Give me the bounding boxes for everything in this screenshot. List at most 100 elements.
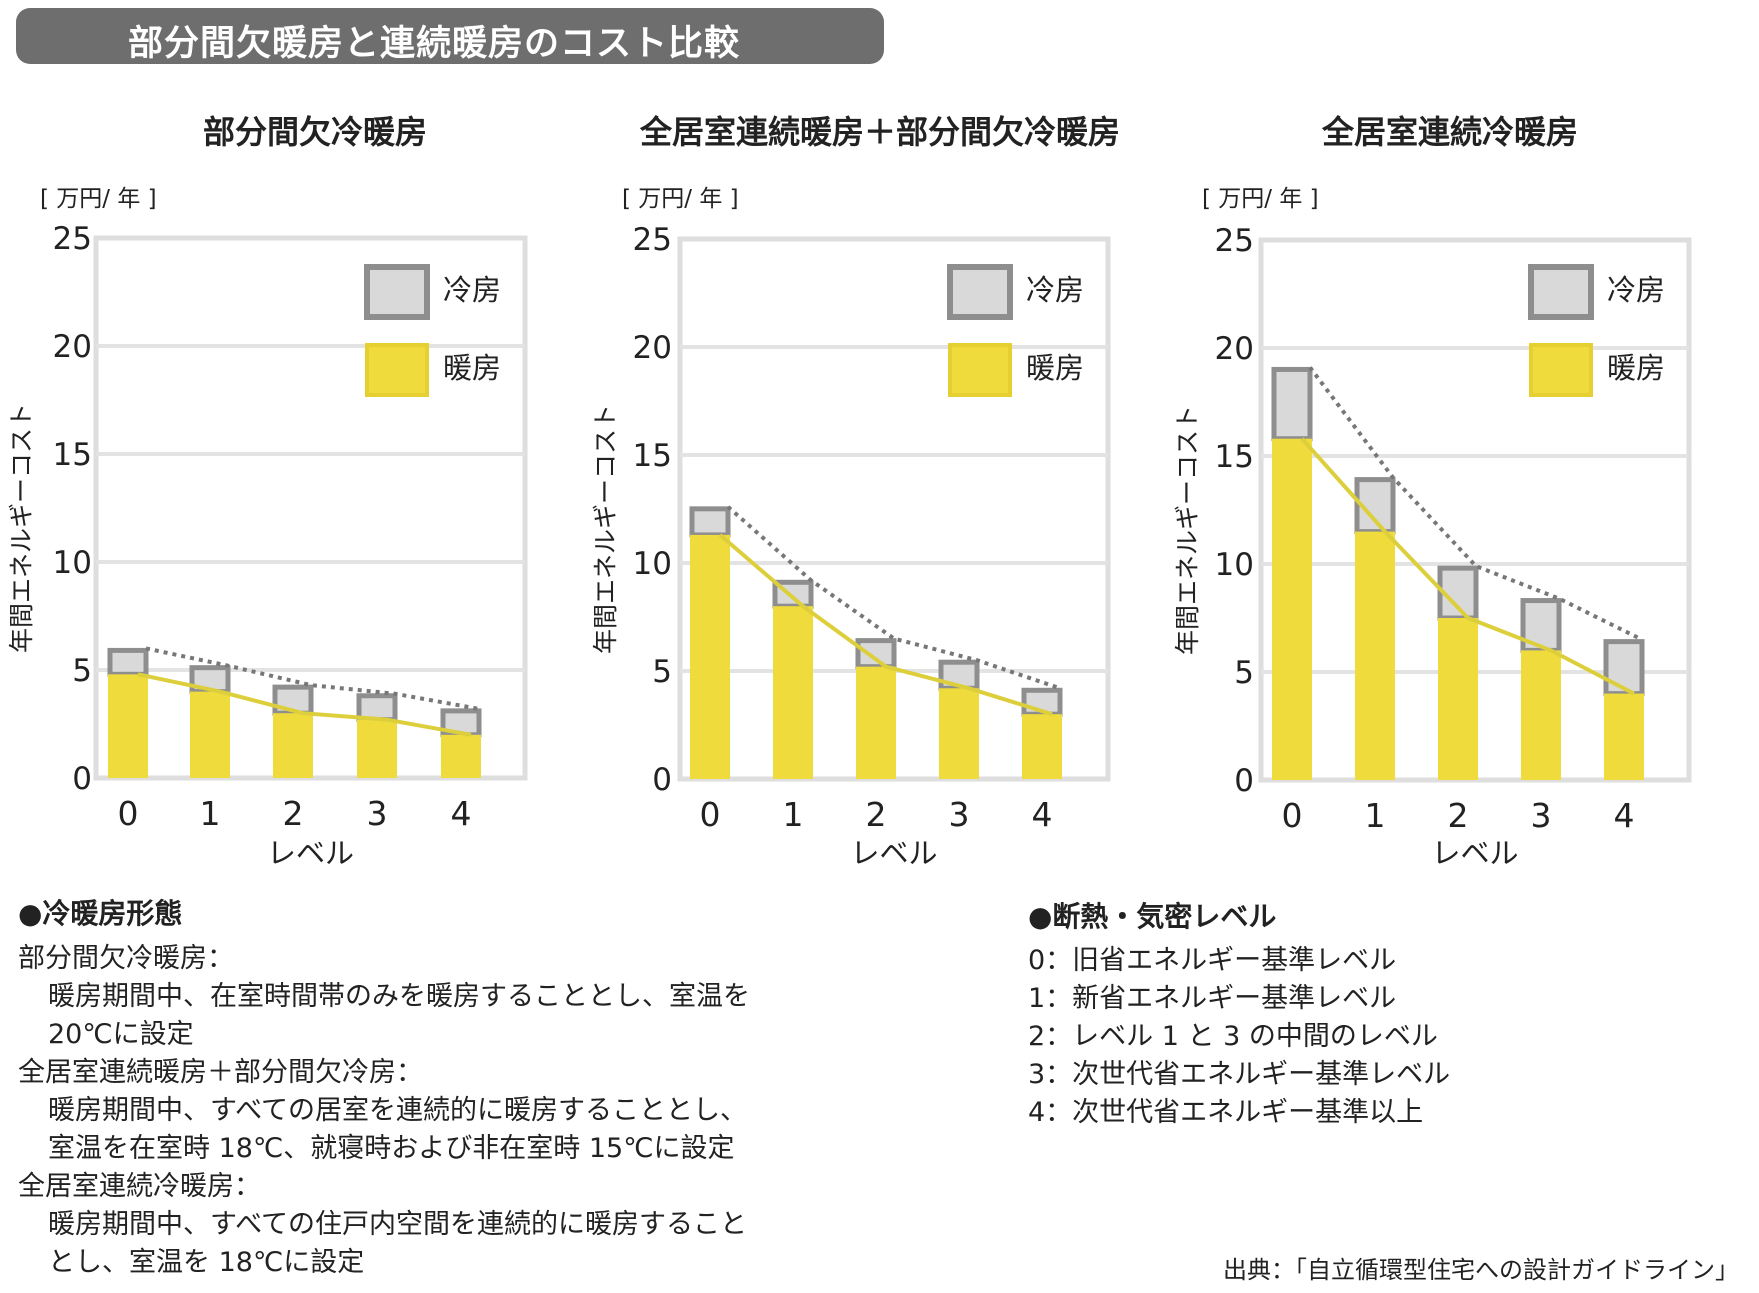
bar-heating xyxy=(190,691,230,778)
x-tick-label: 4 xyxy=(1614,796,1635,835)
x-axis-label: レベル xyxy=(850,836,937,870)
bar-heating xyxy=(690,534,730,779)
x-tick-label: 4 xyxy=(451,794,472,833)
note-line: 全居室連続冷暖房： xyxy=(18,1171,261,1202)
level-line: 2：レベル 1 と 3 の中間のレベル xyxy=(1028,1021,1438,1052)
bar-heating xyxy=(357,719,397,778)
note-line: 全居室連続暖房＋部分間欠冷房： xyxy=(18,1057,423,1088)
x-tick-label: 0 xyxy=(1282,796,1303,835)
y-axis-label: 年間エネルギーコスト xyxy=(591,404,620,654)
bar-heating xyxy=(273,713,313,778)
y-tick-label: 0 xyxy=(72,761,92,797)
legend-heating-label: 暖房 xyxy=(1607,351,1665,385)
y-tick-label: 5 xyxy=(652,654,672,690)
total-trend-line xyxy=(145,646,480,711)
heating-trend-line xyxy=(1300,437,1635,696)
heating-trend-line xyxy=(718,533,1053,717)
y-tick-label: 5 xyxy=(1234,655,1254,691)
y-tick-label: 20 xyxy=(53,329,92,365)
y-tick-label: 5 xyxy=(72,653,92,689)
legend-heating-swatch xyxy=(365,343,429,397)
x-tick-label: 2 xyxy=(283,794,304,833)
bar-heating xyxy=(1604,693,1644,780)
bar-heating xyxy=(939,688,979,779)
y-tick-label: 20 xyxy=(633,330,672,366)
bar-heating xyxy=(1022,714,1062,779)
legend-heating-label: 暖房 xyxy=(1026,351,1084,385)
bar-heating xyxy=(1355,531,1395,780)
y-tick-label: 10 xyxy=(633,546,672,582)
legend-cooling-swatch xyxy=(364,264,430,320)
bar-cooling xyxy=(855,638,897,670)
y-tick-label: 0 xyxy=(652,762,672,798)
y-tick-label: 15 xyxy=(53,437,92,473)
x-tick-label: 4 xyxy=(1032,795,1053,834)
x-tick-label: 2 xyxy=(866,795,887,834)
bar-heating xyxy=(108,674,148,778)
bar-heating xyxy=(1438,618,1478,780)
notes-left: 部分間欠冷暖房： 暖房期間中、在室時間帯のみを暖房することとし、室温を 20℃に… xyxy=(18,940,750,1282)
chart-panel-0: 部分間欠冷暖房 [ 万円/ 年 ] 0 5 10 15 20 25 年間エネルギーコスト 0 1 2 3… xyxy=(7,113,528,870)
chart-title: 全居室連続冷暖房 xyxy=(1321,113,1578,151)
x-tick-label: 1 xyxy=(200,794,221,833)
chart-unit-label: [ 万円/ 年 ] xyxy=(40,186,157,212)
heating-trend-line xyxy=(137,672,472,737)
notes-left-heading: ●冷暖房形態 xyxy=(18,897,183,930)
bar-cooling xyxy=(1603,639,1645,697)
header-banner: 部分間欠暖房と連続暖房のコスト比較 xyxy=(16,8,884,64)
y-axis-label: 年間エネルギーコスト xyxy=(1173,405,1202,655)
notes-right-heading: ●断熱・気密レベル xyxy=(1028,900,1277,933)
note-line: 室温を在室時 18℃、就寝時および非在室時 15℃に設定 xyxy=(48,1133,735,1164)
source-credit: 出典：「自立循環型住宅への設計ガイドライン」 xyxy=(1223,1256,1739,1284)
bar-cooling xyxy=(107,647,149,677)
chart-title: 全居室連続暖房＋部分間欠冷暖房 xyxy=(639,113,1120,151)
x-axis-label: レベル xyxy=(267,836,354,870)
page-title: 部分間欠暖房と連続暖房のコスト比較 xyxy=(128,24,741,64)
y-tick-label: 15 xyxy=(1215,439,1254,475)
x-tick-label: 0 xyxy=(118,794,139,833)
y-tick-label: 25 xyxy=(633,222,672,258)
level-line: 4：次世代省エネルギー基準以上 xyxy=(1028,1097,1424,1128)
y-tick-label: 20 xyxy=(1215,331,1254,367)
legend-cooling-label: 冷房 xyxy=(1607,273,1665,307)
level-line: 1：新省エネルギー基準レベル xyxy=(1028,983,1397,1014)
bar-heating xyxy=(1521,650,1561,780)
legend-heating-swatch xyxy=(948,343,1012,397)
bar-heating xyxy=(1272,438,1312,780)
note-line: 暖房期間中、すべての住戸内空間を連続的に暖房すること xyxy=(48,1209,748,1240)
bar-cooling xyxy=(689,506,731,538)
chart-panel-2: 全居室連続冷暖房 [ 万円/ 年 ] 0 5 10 15 20 25 年間エネルギーコスト 0 1 2… xyxy=(1173,113,1692,870)
y-tick-label: 0 xyxy=(1234,763,1254,799)
bar-heating xyxy=(441,734,481,778)
total-trend-line xyxy=(726,505,1061,691)
level-line: 0：旧省エネルギー基準レベル xyxy=(1028,945,1397,976)
bar-heating xyxy=(856,666,896,779)
legend-cooling-label: 冷房 xyxy=(1026,273,1084,307)
y-axis-label: 年間エネルギーコスト xyxy=(7,403,36,653)
note-line: 暖房期間中、在室時間帯のみを暖房することとし、室温を xyxy=(48,981,750,1012)
y-tick-label: 15 xyxy=(633,438,672,474)
note-line: 部分間欠冷暖房： xyxy=(18,943,234,974)
y-tick-label: 10 xyxy=(1215,547,1254,583)
legend-heating-label: 暖房 xyxy=(443,351,501,385)
legend-cooling-swatch xyxy=(1528,264,1594,320)
note-line: 20℃に設定 xyxy=(48,1019,194,1050)
bar-cooling xyxy=(1271,366,1313,442)
chart-title: 部分間欠冷暖房 xyxy=(203,113,427,151)
x-tick-label: 3 xyxy=(367,794,388,833)
x-tick-label: 3 xyxy=(1531,796,1552,835)
bar-heating xyxy=(773,606,813,779)
x-tick-label: 2 xyxy=(1448,796,1469,835)
note-line: とし、室温を 18℃に設定 xyxy=(48,1247,365,1278)
notes-right: 0：旧省エネルギー基準レベル 1：新省エネルギー基準レベル 2：レベル 1 と … xyxy=(1028,942,1450,1132)
y-tick-label: 25 xyxy=(53,221,92,257)
chart-panel-1: 全居室連続暖房＋部分間欠冷暖房 [ 万円/ 年 ] 0 5 10 15 20 25 年間エネルギ… xyxy=(591,113,1120,870)
x-tick-label: 3 xyxy=(949,795,970,834)
legend-cooling-label: 冷房 xyxy=(443,273,501,307)
chart-unit-label: [ 万円/ 年 ] xyxy=(622,186,739,212)
x-axis-label: レベル xyxy=(1431,836,1518,870)
x-tick-label: 1 xyxy=(1365,796,1386,835)
legend-cooling-swatch xyxy=(947,264,1013,320)
y-tick-label: 10 xyxy=(53,545,92,581)
